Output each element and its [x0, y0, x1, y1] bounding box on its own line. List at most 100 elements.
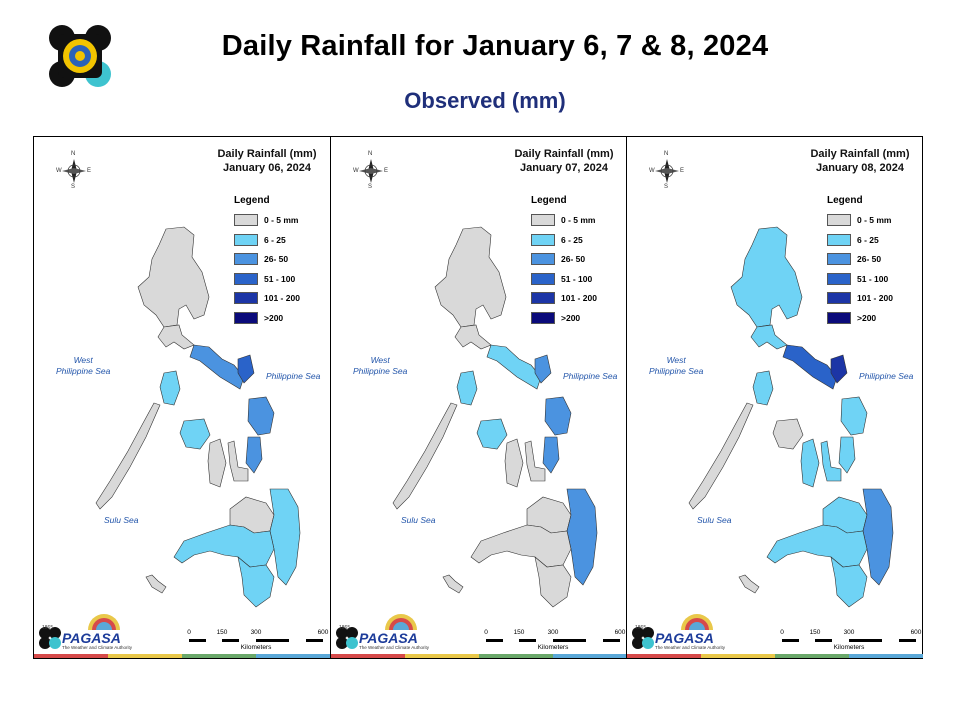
pagasa-tagline: The Weather and Climate Authority [62, 645, 132, 650]
bicol-region [189, 344, 245, 390]
philippines-map [688, 226, 894, 608]
pagasa-year: 1865 [42, 625, 54, 631]
legend-label: 26- 50 [857, 254, 882, 264]
strip-segment [701, 654, 775, 658]
strip-segment [553, 654, 627, 658]
mindanao-south [534, 556, 572, 608]
scale-tick-600: 600 [317, 629, 329, 636]
panay-island [179, 418, 211, 450]
palawan-island [392, 402, 458, 510]
pagasa-logo: 1865 PAGASA The Weather and Climate Auth… [631, 612, 725, 652]
scale-tick-600: 600 [910, 629, 922, 636]
cebu-bohol [524, 440, 546, 482]
strip-segment [108, 654, 182, 658]
panay-island [476, 418, 508, 450]
legend-swatch [531, 311, 555, 324]
scale-unit: Kilometers [240, 644, 272, 651]
sea-label-west-line2: Philippine Sea [353, 366, 408, 376]
scale-tick-300: 300 [547, 629, 559, 636]
legend-swatch [531, 214, 555, 226]
legend-swatch [827, 253, 851, 265]
negros-island [800, 438, 820, 488]
sea-label-sulu: Sulu Sea [697, 515, 732, 525]
sea-label-west-line1: West [370, 355, 390, 365]
pagasa-logo: 1865 PAGASA The Weather and Climate Auth… [38, 612, 132, 652]
panel-date: January 08, 2024 [815, 162, 905, 174]
legend-swatch [827, 292, 851, 304]
compass-rose-icon: N S W E [56, 151, 92, 193]
mindanao-south [830, 556, 868, 608]
philippines-map [392, 226, 598, 608]
scale-tick-300: 300 [250, 629, 262, 636]
compass-n: N [368, 151, 373, 157]
panel-heading: Daily Rainfall (mm) [514, 148, 614, 160]
palawan-island [95, 402, 161, 510]
compass-e: E [680, 168, 685, 174]
pagasa-wordmark: PAGASA [655, 630, 714, 646]
scale-tick-0: 0 [187, 629, 191, 636]
cebu-bohol [227, 440, 249, 482]
panel-title: Daily Rainfall (mm) January 07, 2024 [509, 147, 619, 175]
strip-segment [479, 654, 553, 658]
scale-tick-150: 150 [809, 629, 821, 636]
sulu-archipelago [442, 574, 464, 594]
sea-label-west-line1: West [666, 355, 686, 365]
legend-label: 6 - 25 [857, 234, 879, 245]
legend-label: 101 - 200 [857, 293, 893, 303]
legend-swatch [827, 311, 851, 324]
pagasa-wordmark: PAGASA [62, 630, 121, 646]
compass-s: S [664, 184, 669, 190]
legend-swatch [234, 214, 258, 226]
panel-title: Daily Rainfall (mm) January 08, 2024 [805, 147, 915, 175]
leyte-island [245, 436, 263, 474]
scale-tick-0: 0 [780, 629, 784, 636]
panay-island [772, 418, 804, 450]
legend-label: 6 - 25 [264, 234, 286, 245]
panel-date: January 06, 2024 [222, 162, 312, 174]
legend-swatch [827, 233, 851, 246]
sea-label-west-line1: West [73, 355, 93, 365]
scale-tick-0: 0 [484, 629, 488, 636]
pagasa-wordmark: PAGASA [359, 630, 418, 646]
compass-w: W [649, 168, 655, 174]
legend-label: 26- 50 [561, 254, 586, 264]
catanduanes-island [534, 354, 552, 384]
strip-segment [849, 654, 923, 658]
sea-label-west: West Philippine Sea [56, 355, 110, 377]
scale-tick-600: 600 [614, 629, 626, 636]
legend-label: >200 [857, 312, 877, 323]
catanduanes-island [830, 354, 848, 384]
compass-e: E [87, 168, 92, 174]
scale-unit: Kilometers [537, 644, 569, 651]
legend-swatch [531, 233, 555, 246]
pagasa-year: 1865 [635, 625, 647, 631]
scale-tick-300: 300 [843, 629, 855, 636]
scale-bar: 0 150 300 600 Kilometers [187, 629, 328, 653]
palawan-island [688, 402, 754, 510]
legend-swatch [531, 272, 555, 285]
strip-segment [331, 654, 405, 658]
mindanao-east [862, 488, 894, 586]
scale-bar: 0 150 300 600 Kilometers [484, 629, 625, 653]
strip-segment [256, 654, 330, 658]
mindanao-east [269, 488, 301, 586]
compass-rose-icon: N S W E [649, 151, 685, 193]
legend-swatch [531, 292, 555, 304]
map-panel-jan06: N S W E Daily Rainfall (mm) January 06, … [34, 137, 330, 658]
bicol-region [782, 344, 838, 390]
legend-swatch [531, 253, 555, 265]
sea-label-sulu: Sulu Sea [401, 515, 436, 525]
luzon-region [730, 226, 803, 328]
sea-label-west: West Philippine Sea [649, 355, 703, 377]
catanduanes-island [237, 354, 255, 384]
sulu-archipelago [145, 574, 167, 594]
sea-label-west-line2: Philippine Sea [56, 366, 111, 376]
legend-label: 6 - 25 [561, 234, 583, 245]
scale-bar-line [189, 639, 323, 642]
strip-segment [775, 654, 849, 658]
panel-heading: Daily Rainfall (mm) [217, 148, 317, 160]
luzon-region [137, 226, 210, 328]
scale-bar-line [486, 639, 620, 642]
legend-title: Legend [827, 195, 863, 206]
legend-swatch [234, 272, 258, 285]
